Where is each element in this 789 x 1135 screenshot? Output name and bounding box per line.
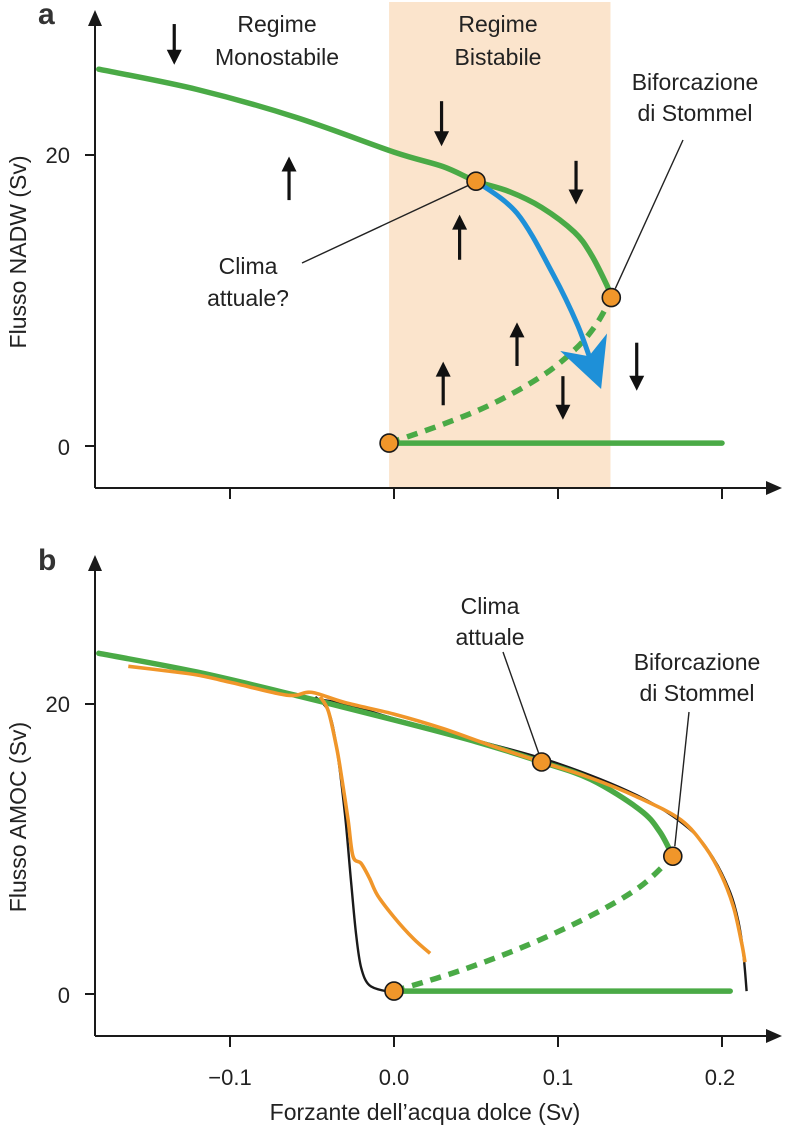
y-axis-arrowhead xyxy=(88,555,102,571)
point-marker xyxy=(601,287,622,308)
regime-bi-line1: Regime xyxy=(458,11,537,37)
panel-a-flow-arrows xyxy=(166,24,645,420)
flow-arrowhead-down xyxy=(166,49,182,65)
panel-b-letter: b xyxy=(38,544,56,577)
panel-a-leader-lines xyxy=(301,139,684,289)
panel-a-letter: a xyxy=(38,0,55,31)
x-axis-arrowhead xyxy=(766,481,782,495)
point-marker xyxy=(662,846,683,867)
series-orange-model-lower xyxy=(318,695,432,955)
flow-arrowhead-down xyxy=(629,375,645,391)
flow-arrowhead-up xyxy=(435,361,451,377)
flow-arrowhead-up xyxy=(281,156,297,172)
clima-b-line1: Clima xyxy=(461,593,520,619)
a-ylabel: Flusso NADW (Sv) xyxy=(5,156,31,349)
regime-mono-line2: Monostabile xyxy=(215,44,339,70)
point-marker xyxy=(379,433,399,453)
regime-bi-line2: Bistabile xyxy=(455,44,542,70)
panel-b-points xyxy=(384,752,683,1001)
b-ytick-0: 0 xyxy=(58,983,70,1008)
flow-arrowhead-down xyxy=(568,189,584,205)
y-axis-arrowhead xyxy=(88,10,102,26)
b-xtick-01: 0.1 xyxy=(543,1065,574,1090)
series-on-branch-stable xyxy=(96,650,676,860)
x-axis-arrowhead xyxy=(766,1029,782,1043)
b-ytick-20: 20 xyxy=(46,692,70,717)
a-ytick-20: 20 xyxy=(46,143,70,168)
b-ylabel: Flusso AMOC (Sv) xyxy=(5,722,31,912)
clima-b-line2: attuale xyxy=(455,624,524,650)
series-black-hysteresis-lower xyxy=(314,695,395,993)
panel-a-points xyxy=(379,171,622,453)
flow-arrowhead-up xyxy=(509,322,525,338)
series-orange-model-upper xyxy=(128,664,747,963)
flow-arrowhead-down xyxy=(434,131,450,147)
panel-b-axes xyxy=(85,555,782,1047)
panel-a-axes xyxy=(85,10,782,499)
clima-leader-line xyxy=(502,651,540,754)
stommel-a-line1: Biforcazione xyxy=(632,69,759,95)
clima-a-line1: Clima xyxy=(219,253,278,279)
point-marker xyxy=(466,171,486,191)
bistable-region xyxy=(389,2,611,488)
stommel-b-line1: Biforcazione xyxy=(634,649,761,675)
series-black-hysteresis-upper xyxy=(196,673,748,992)
panel-b: b Clima attuale Biforcazione di Stommel … xyxy=(5,544,782,1125)
point-marker xyxy=(531,752,552,772)
stommel-leader-line xyxy=(614,139,684,289)
stommel-b-line2: di Stommel xyxy=(639,680,754,706)
stommel-a-line2: di Stommel xyxy=(637,100,752,126)
panel-b-leader-lines xyxy=(502,651,690,847)
regime-mono-line1: Regime xyxy=(237,11,316,37)
clima-leader-line xyxy=(301,183,472,264)
series-unstable-branch xyxy=(393,854,675,994)
panel-b-series xyxy=(96,650,748,994)
series-transition-arrow xyxy=(474,179,608,390)
b-xtick-neg01: −0.1 xyxy=(208,1065,251,1090)
b-xtick-02: 0.2 xyxy=(705,1065,736,1090)
flow-arrowhead-down xyxy=(555,404,571,420)
stommel-leader-line xyxy=(674,711,690,847)
clima-a-line2: attuale? xyxy=(207,285,289,311)
series-unstable-branch xyxy=(388,296,614,446)
b-xtick-00: 0.0 xyxy=(379,1065,410,1090)
panel-a: a Regime Monostabile Regime Bistabile Bi… xyxy=(5,0,782,499)
flow-arrowhead-up xyxy=(452,214,468,230)
a-ytick-0: 0 xyxy=(58,435,70,460)
point-marker xyxy=(384,981,404,1001)
b-xlabel: Forzante dell’acqua dolce (Sv) xyxy=(270,1099,581,1125)
